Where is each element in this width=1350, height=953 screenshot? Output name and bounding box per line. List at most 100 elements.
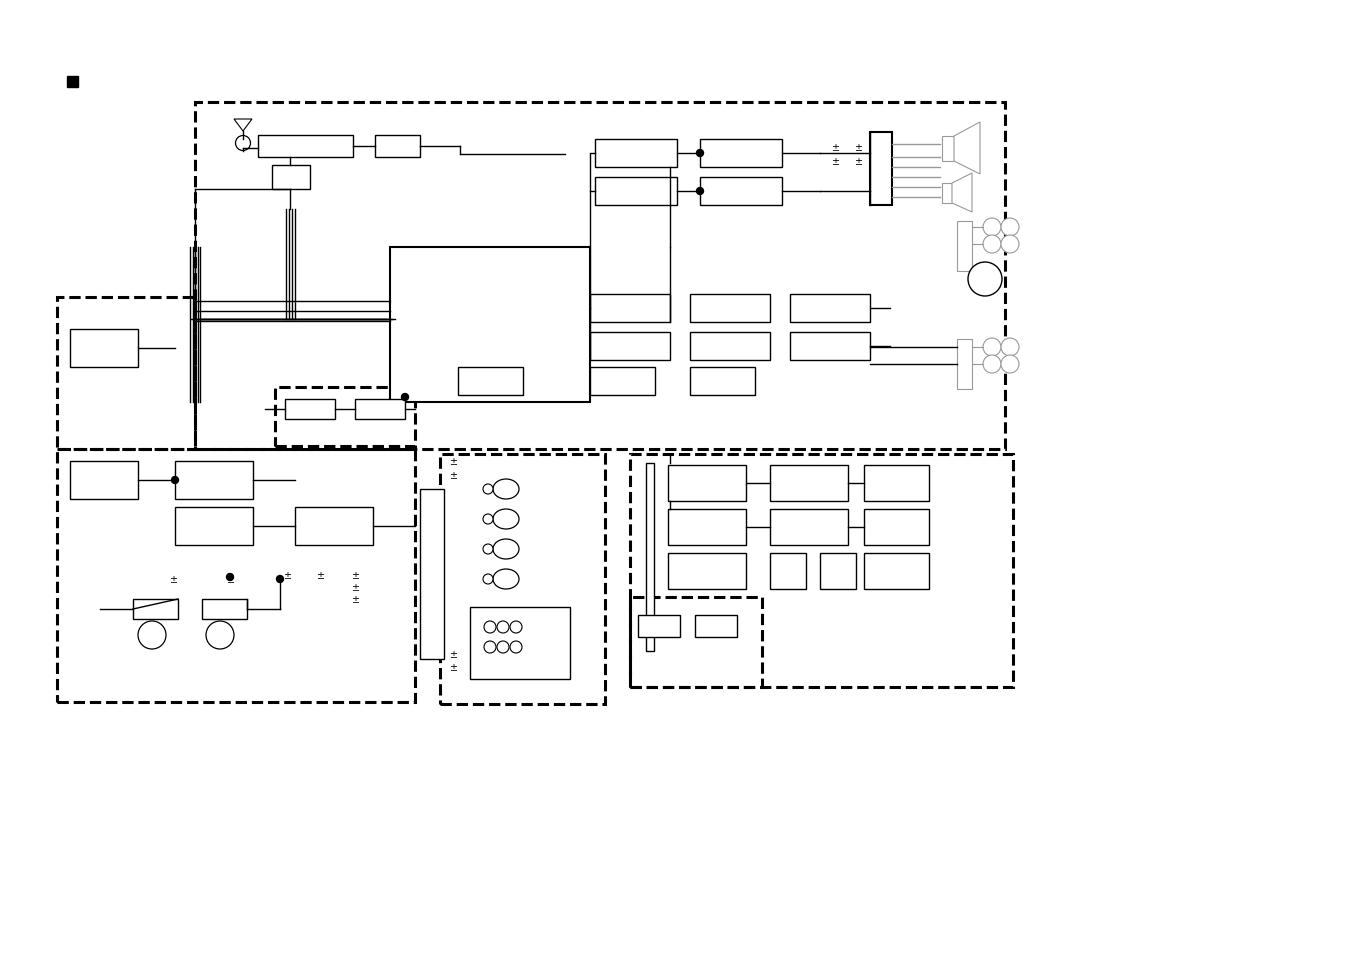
- Bar: [769, 510, 848, 545]
- Bar: [271, 166, 310, 190]
- Bar: [864, 554, 929, 589]
- Ellipse shape: [493, 569, 518, 589]
- Circle shape: [483, 484, 493, 495]
- Circle shape: [983, 235, 1000, 253]
- Circle shape: [485, 641, 495, 654]
- Bar: [134, 599, 178, 619]
- Bar: [957, 339, 972, 390]
- Bar: [942, 137, 954, 162]
- Bar: [275, 388, 414, 447]
- Ellipse shape: [493, 539, 518, 559]
- Bar: [695, 616, 737, 638]
- Bar: [668, 554, 747, 589]
- Circle shape: [227, 574, 234, 581]
- Bar: [690, 294, 770, 323]
- Bar: [258, 136, 352, 158]
- Circle shape: [1000, 338, 1019, 356]
- Bar: [57, 450, 414, 702]
- Circle shape: [510, 621, 522, 634]
- Circle shape: [401, 395, 409, 401]
- Circle shape: [277, 576, 284, 583]
- Bar: [202, 599, 247, 619]
- Bar: [590, 368, 655, 395]
- Bar: [296, 507, 373, 545]
- Circle shape: [697, 151, 703, 157]
- Text: ±: ±: [450, 471, 458, 480]
- Bar: [440, 455, 605, 704]
- Circle shape: [1000, 355, 1019, 374]
- Text: ±: ±: [225, 575, 234, 584]
- Bar: [668, 510, 747, 545]
- Circle shape: [483, 575, 493, 584]
- Bar: [390, 248, 590, 402]
- Bar: [630, 455, 1012, 687]
- Bar: [647, 463, 653, 651]
- Polygon shape: [952, 173, 972, 213]
- Bar: [355, 399, 405, 419]
- Polygon shape: [954, 123, 980, 174]
- Bar: [668, 465, 747, 501]
- Bar: [630, 598, 761, 687]
- Bar: [590, 294, 670, 323]
- Bar: [176, 507, 252, 545]
- Bar: [690, 333, 770, 360]
- Bar: [70, 461, 138, 499]
- Text: ±: ±: [450, 456, 458, 467]
- Bar: [176, 461, 252, 499]
- Bar: [590, 333, 670, 360]
- Text: ±: ±: [351, 582, 359, 593]
- Bar: [864, 465, 929, 501]
- Text: ±: ±: [450, 649, 458, 659]
- Text: ±: ±: [351, 595, 359, 604]
- Bar: [942, 184, 952, 204]
- Circle shape: [138, 621, 166, 649]
- Bar: [790, 294, 869, 323]
- Bar: [194, 103, 1004, 450]
- Bar: [690, 368, 755, 395]
- Text: ±: ±: [351, 571, 359, 580]
- Circle shape: [171, 477, 178, 484]
- Text: ±: ±: [450, 662, 458, 672]
- Circle shape: [510, 641, 522, 654]
- Circle shape: [968, 263, 1002, 296]
- Text: ±: ±: [832, 143, 838, 152]
- Bar: [819, 554, 856, 589]
- Text: ±: ±: [855, 157, 863, 167]
- Circle shape: [483, 515, 493, 524]
- Bar: [595, 140, 676, 168]
- Bar: [57, 297, 194, 450]
- Text: ±: ±: [169, 575, 177, 584]
- Text: ±: ±: [316, 571, 324, 580]
- Bar: [869, 132, 892, 206]
- Ellipse shape: [493, 479, 518, 499]
- Circle shape: [497, 621, 509, 634]
- Circle shape: [485, 621, 495, 634]
- Bar: [470, 607, 570, 679]
- Circle shape: [207, 621, 234, 649]
- Circle shape: [983, 355, 1000, 374]
- Circle shape: [497, 641, 509, 654]
- Bar: [790, 333, 869, 360]
- Bar: [375, 136, 420, 158]
- Bar: [957, 222, 972, 272]
- Circle shape: [983, 219, 1000, 236]
- Bar: [595, 178, 676, 206]
- Bar: [420, 490, 444, 659]
- Bar: [68, 77, 78, 88]
- Circle shape: [483, 544, 493, 555]
- Circle shape: [1000, 235, 1019, 253]
- Circle shape: [697, 189, 703, 195]
- Bar: [769, 465, 848, 501]
- Circle shape: [235, 136, 251, 152]
- Bar: [70, 330, 138, 368]
- Bar: [639, 616, 680, 638]
- Text: ±: ±: [855, 143, 863, 152]
- Text: ±: ±: [832, 157, 838, 167]
- Ellipse shape: [493, 510, 518, 530]
- Text: ±: ±: [284, 571, 292, 580]
- Circle shape: [983, 338, 1000, 356]
- Circle shape: [1000, 219, 1019, 236]
- Bar: [285, 399, 335, 419]
- Bar: [769, 554, 806, 589]
- Bar: [701, 140, 782, 168]
